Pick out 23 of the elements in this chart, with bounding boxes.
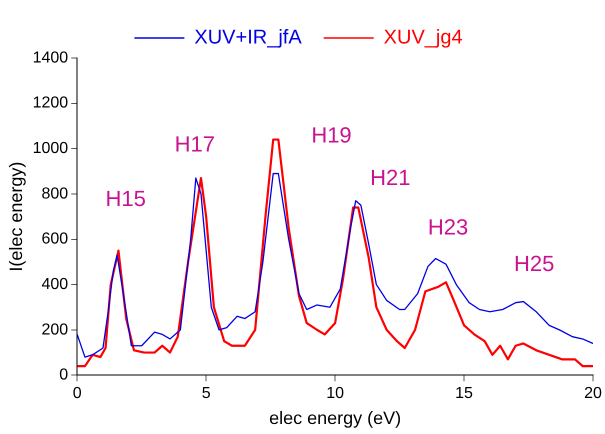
legend-label: XUV_jg4 xyxy=(384,26,463,49)
y-axis-title: I(elec energy) xyxy=(6,162,26,272)
x-axis-title: elec energy (eV) xyxy=(269,408,402,428)
y-tick-label: 1200 xyxy=(32,94,68,112)
y-tick-label: 1400 xyxy=(32,49,68,66)
x-tick-label: 20 xyxy=(584,385,602,402)
annotation: H19 xyxy=(311,122,352,148)
x-tick-label: 10 xyxy=(326,385,344,402)
x-tick-label: 15 xyxy=(455,385,474,402)
y-tick-label: 600 xyxy=(41,230,68,248)
y-tick-label: 1000 xyxy=(32,140,68,158)
x-tick-label: 0 xyxy=(72,385,82,402)
y-tick-label: 400 xyxy=(41,276,68,293)
annotation: H25 xyxy=(514,250,554,276)
annotation: H21 xyxy=(370,165,410,190)
y-tick-label: 0 xyxy=(59,366,68,384)
annotation: H17 xyxy=(174,132,215,157)
y-tick-label: 200 xyxy=(41,321,68,338)
y-tick-label: 800 xyxy=(41,185,68,202)
annotation: H15 xyxy=(106,186,146,211)
x-tick-label: 5 xyxy=(202,385,211,402)
legend-label: XUV+IR_jfA xyxy=(194,26,302,49)
annotation: H23 xyxy=(428,214,468,240)
